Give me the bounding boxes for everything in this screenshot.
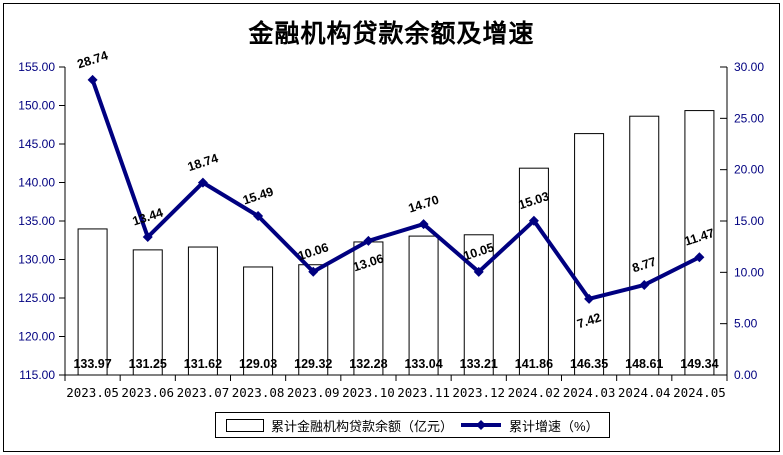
left-axis-tick-label: 140.00	[18, 176, 55, 190]
left-axis-tick-label: 150.00	[18, 99, 55, 113]
x-axis-category-label: 2023.09	[287, 385, 340, 400]
bar-value-label: 141.86	[515, 357, 553, 371]
x-axis-category-label: 2023.11	[397, 385, 450, 400]
legend-bar-label: 累计金融机构贷款余额（亿元）	[271, 418, 454, 434]
right-axis-tick-label: 20.00	[734, 163, 764, 177]
line-marker-diamond	[528, 215, 539, 226]
bar	[243, 266, 274, 376]
right-axis-tick-label: 25.00	[734, 111, 764, 125]
left-axis-tick-label: 125.00	[18, 291, 55, 305]
line-value-label: 14.70	[407, 193, 441, 216]
bar-value-label: 132.28	[349, 357, 387, 371]
chart-title: 金融机构贷款余额及增速	[248, 21, 535, 48]
bar	[629, 115, 660, 376]
bar-value-label: 131.62	[184, 357, 222, 371]
bar-value-label: 148.61	[625, 357, 663, 371]
legend-line-swatch-icon	[461, 420, 502, 430]
legend-line-label: 累计增速（%）	[509, 418, 599, 434]
growth-line	[90, 77, 702, 301]
line-marker-diamond	[639, 279, 650, 290]
x-axis-category-label: 2023.12	[452, 385, 505, 400]
line-value-label: 15.49	[241, 184, 275, 207]
line-value-label: 10.06	[296, 240, 330, 263]
line-marker-diamond	[197, 177, 208, 188]
line-marker-diamond	[694, 252, 705, 263]
bar	[77, 228, 108, 376]
left-axis-tick-label: 120.00	[18, 330, 55, 344]
bar	[463, 234, 494, 376]
x-axis-category-label: 2023.05	[66, 385, 119, 400]
line-marker-diamond	[87, 74, 98, 85]
x-axis-category-label: 2023.06	[121, 385, 174, 400]
x-axis-category-label: 2023.10	[342, 385, 395, 400]
right-axis-tick-label: 0.00	[734, 368, 758, 382]
left-axis-tick-label: 135.00	[18, 214, 55, 228]
x-axis-category-label: 2023.08	[232, 385, 285, 400]
right-axis-tick-label: 30.00	[734, 60, 764, 74]
x-axis-category-label: 2024.02	[508, 385, 561, 400]
bar	[187, 246, 218, 376]
line-marker-diamond	[363, 235, 374, 246]
bar-value-label: 129.32	[294, 357, 332, 371]
left-axis-tick-label: 130.00	[18, 253, 55, 267]
line-marker-diamond	[308, 266, 319, 277]
bar	[574, 133, 605, 376]
bar	[132, 249, 163, 376]
line-value-label: 28.74	[76, 48, 110, 71]
line-marker-diamond	[584, 293, 595, 304]
right-axis-tick-label: 10.00	[734, 265, 764, 279]
left-axis-tick-label: 155.00	[18, 60, 55, 74]
bar-value-label: 133.21	[460, 357, 498, 371]
bar-value-label: 133.04	[404, 357, 442, 371]
line-value-label: 18.74	[186, 151, 220, 174]
bar	[298, 264, 329, 376]
bar-value-label: 149.34	[680, 357, 718, 371]
x-axis-category-label: 2024.05	[673, 385, 726, 400]
bar	[684, 110, 715, 376]
legend: 累计金融机构贷款余额（亿元） 累计增速（%）	[215, 412, 610, 438]
left-axis-tick-label: 145.00	[18, 137, 55, 151]
right-axis-tick-label: 15.00	[734, 214, 764, 228]
line-marker-diamond	[418, 219, 429, 230]
right-axis-tick-label: 5.00	[734, 317, 758, 331]
line-marker-diamond	[253, 210, 264, 221]
line-marker-diamond	[473, 266, 484, 277]
x-axis-category-label: 2024.04	[618, 385, 671, 400]
bar-value-label: 131.25	[129, 357, 167, 371]
line-marker-diamond	[142, 232, 153, 243]
left-axis-tick-label: 115.00	[19, 368, 55, 382]
x-axis-category-label: 2024.03	[563, 385, 616, 400]
x-axis-category-label: 2023.07	[177, 385, 230, 400]
bar	[408, 235, 439, 376]
bar-value-label: 129.03	[239, 357, 277, 371]
bar-value-label: 146.35	[570, 357, 608, 371]
bar	[518, 167, 549, 376]
bar-value-label: 133.97	[73, 357, 111, 371]
legend-bar-swatch-icon	[226, 418, 264, 432]
